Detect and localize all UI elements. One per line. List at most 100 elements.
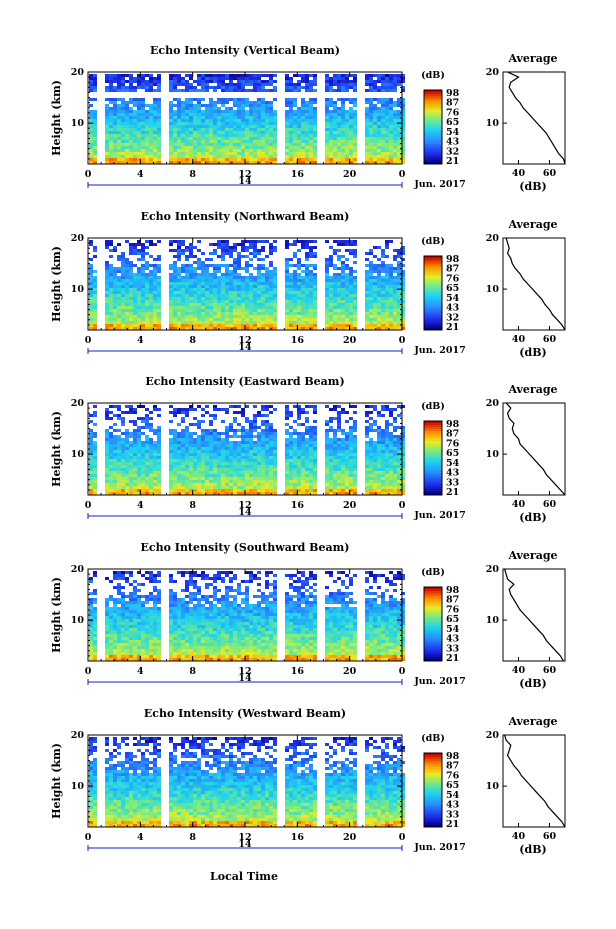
heatmap-cell bbox=[137, 435, 141, 438]
heatmap-cell bbox=[145, 110, 149, 113]
heatmap-cell bbox=[397, 161, 401, 164]
heatmap-cell bbox=[209, 149, 213, 152]
heatmap-cell bbox=[241, 161, 245, 164]
heatmap-cell bbox=[193, 438, 197, 441]
heatmap-cell bbox=[121, 318, 125, 321]
heatmap-cell bbox=[133, 119, 137, 122]
profile-y-tick-label: 20 bbox=[486, 67, 500, 78]
heatmap-cell bbox=[377, 122, 381, 125]
heatmap-cell bbox=[245, 83, 249, 86]
heatmap-cell bbox=[181, 429, 185, 432]
heatmap-cell bbox=[325, 152, 329, 155]
heatmap-cell bbox=[265, 267, 269, 270]
profile-frame bbox=[502, 237, 566, 331]
heatmap-cell bbox=[261, 267, 265, 270]
heatmap-cell bbox=[349, 152, 353, 155]
heatmap-cell bbox=[221, 450, 225, 453]
heatmap-cell bbox=[393, 282, 397, 285]
heatmap-cell bbox=[249, 137, 253, 140]
heatmap-cell bbox=[373, 297, 377, 300]
heatmap-cell bbox=[249, 468, 253, 471]
heatmap-cell bbox=[105, 158, 109, 161]
heatmap-cell bbox=[389, 435, 393, 438]
heatmap-cell bbox=[313, 297, 317, 300]
colorbar-tick-label: 87 bbox=[446, 264, 459, 275]
heatmap-cell bbox=[369, 444, 373, 447]
profile-x-label: (dB) bbox=[519, 180, 546, 193]
heatmap-cell bbox=[293, 131, 297, 134]
heatmap-cell bbox=[221, 80, 225, 83]
heatmap-cell bbox=[189, 104, 193, 107]
heatmap-cell bbox=[141, 249, 145, 252]
colorbar-segment bbox=[424, 126, 442, 129]
heatmap-cell bbox=[229, 77, 233, 80]
heatmap-cell bbox=[129, 74, 133, 77]
heatmap-cell bbox=[145, 294, 149, 297]
heatmap-cell bbox=[377, 89, 381, 92]
heatmap-cell bbox=[201, 435, 205, 438]
heatmap-cell bbox=[113, 405, 117, 408]
heatmap-cell bbox=[329, 143, 333, 146]
heatmap-cell bbox=[297, 131, 301, 134]
heatmap-cell bbox=[237, 104, 241, 107]
heatmap-cell bbox=[341, 149, 345, 152]
heatmap-cell bbox=[181, 279, 185, 282]
heatmap-cell bbox=[209, 429, 213, 432]
heatmap-cell bbox=[105, 149, 109, 152]
heatmap-cell bbox=[177, 122, 181, 125]
heatmap-cell bbox=[225, 300, 229, 303]
heatmap-cell bbox=[353, 252, 357, 255]
heatmap-cell bbox=[305, 294, 309, 297]
heatmap-cell bbox=[333, 110, 337, 113]
heatmap-cell bbox=[177, 113, 181, 116]
heatmap-cell bbox=[377, 264, 381, 267]
heatmap-cell bbox=[257, 125, 261, 128]
heatmap-cell bbox=[377, 119, 381, 122]
heatmap-cell bbox=[129, 107, 133, 110]
heatmap-cell bbox=[209, 143, 213, 146]
heatmap-cell bbox=[157, 300, 161, 303]
heatmap-cell bbox=[197, 264, 201, 267]
heatmap-cell bbox=[309, 146, 313, 149]
heatmap-cell bbox=[365, 300, 369, 303]
heatmap-cell bbox=[301, 459, 305, 462]
heatmap-cell bbox=[345, 137, 349, 140]
heatmap-cell bbox=[129, 309, 133, 312]
heatmap-cell bbox=[293, 143, 297, 146]
heatmap-cell bbox=[265, 155, 269, 158]
heatmap-cell bbox=[257, 279, 261, 282]
heatmap-cell bbox=[93, 453, 97, 456]
colorbar-segment bbox=[424, 314, 442, 317]
heatmap-cell bbox=[177, 125, 181, 128]
heatmap-cell bbox=[137, 270, 141, 273]
heatmap-cell bbox=[333, 324, 337, 327]
heatmap-cell bbox=[169, 459, 173, 462]
heatmap-cell bbox=[325, 324, 329, 327]
heatmap-cell bbox=[197, 122, 201, 125]
heatmap-cell bbox=[137, 318, 141, 321]
heatmap-cell bbox=[145, 297, 149, 300]
heatmap-cell bbox=[369, 101, 373, 104]
heatmap-cell bbox=[117, 297, 121, 300]
heatmap-cell bbox=[145, 252, 149, 255]
heatmap-cell bbox=[305, 161, 309, 164]
heatmap-cell bbox=[293, 324, 297, 327]
heatmap-cell bbox=[241, 155, 245, 158]
heatmap-cell bbox=[109, 80, 113, 83]
heatmap-cell bbox=[389, 125, 393, 128]
heatmap-cell bbox=[333, 273, 337, 276]
heatmap-cell bbox=[173, 303, 177, 306]
heatmap-cell bbox=[193, 300, 197, 303]
heatmap-cell bbox=[365, 321, 369, 324]
heatmap-cell bbox=[385, 74, 389, 77]
heatmap-cell bbox=[233, 456, 237, 459]
heatmap-cell bbox=[285, 423, 289, 426]
heatmap-cell bbox=[401, 291, 405, 294]
heatmap-cell bbox=[221, 158, 225, 161]
heatmap-cell bbox=[333, 122, 337, 125]
heatmap-cell bbox=[233, 444, 237, 447]
heatmap-cell bbox=[245, 417, 249, 420]
heatmap-cell bbox=[233, 291, 237, 294]
heatmap-cell bbox=[233, 86, 237, 89]
heatmap-cell bbox=[189, 465, 193, 468]
